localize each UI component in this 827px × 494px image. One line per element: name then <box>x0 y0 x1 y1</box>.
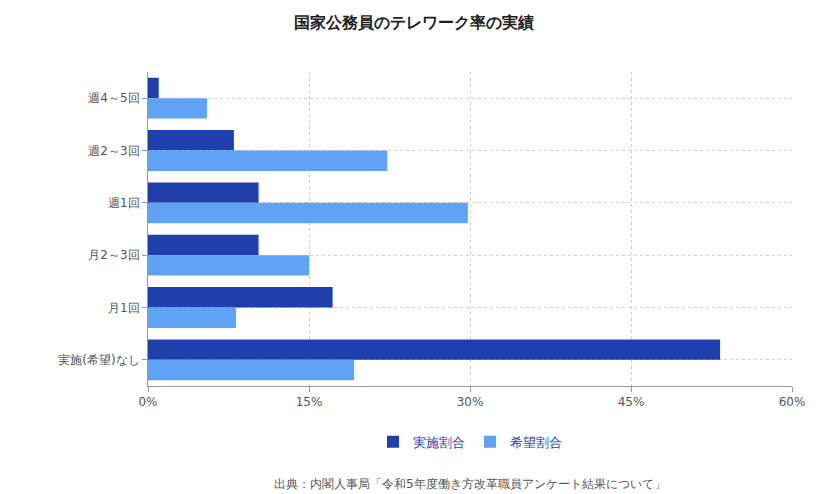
svg-text:30%: 30% <box>457 395 484 409</box>
svg-text:週4～5回: 週4～5回 <box>88 91 139 105</box>
svg-text:実施割合: 実施割合 <box>413 435 465 450</box>
svg-text:0%: 0% <box>138 395 157 409</box>
svg-text:実施(希望)なし: 実施(希望)なし <box>58 353 139 367</box>
svg-text:45%: 45% <box>618 395 645 409</box>
svg-text:国家公務員のテレワーク率の実績: 国家公務員のテレワーク率の実績 <box>294 13 534 32</box>
svg-text:月1回: 月1回 <box>108 301 140 315</box>
svg-text:月2～3回: 月2～3回 <box>88 248 139 262</box>
svg-text:希望割合: 希望割合 <box>510 435 562 450</box>
svg-text:出典：内閣人事局「令和5年度働き方改革職員アンケート結果につ: 出典：内閣人事局「令和5年度働き方改革職員アンケート結果について」 <box>274 477 666 491</box>
svg-text:週2～3回: 週2～3回 <box>88 144 139 158</box>
svg-text:15%: 15% <box>296 395 323 409</box>
svg-text:週1回: 週1回 <box>108 196 140 210</box>
svg-text:60%: 60% <box>779 395 806 409</box>
